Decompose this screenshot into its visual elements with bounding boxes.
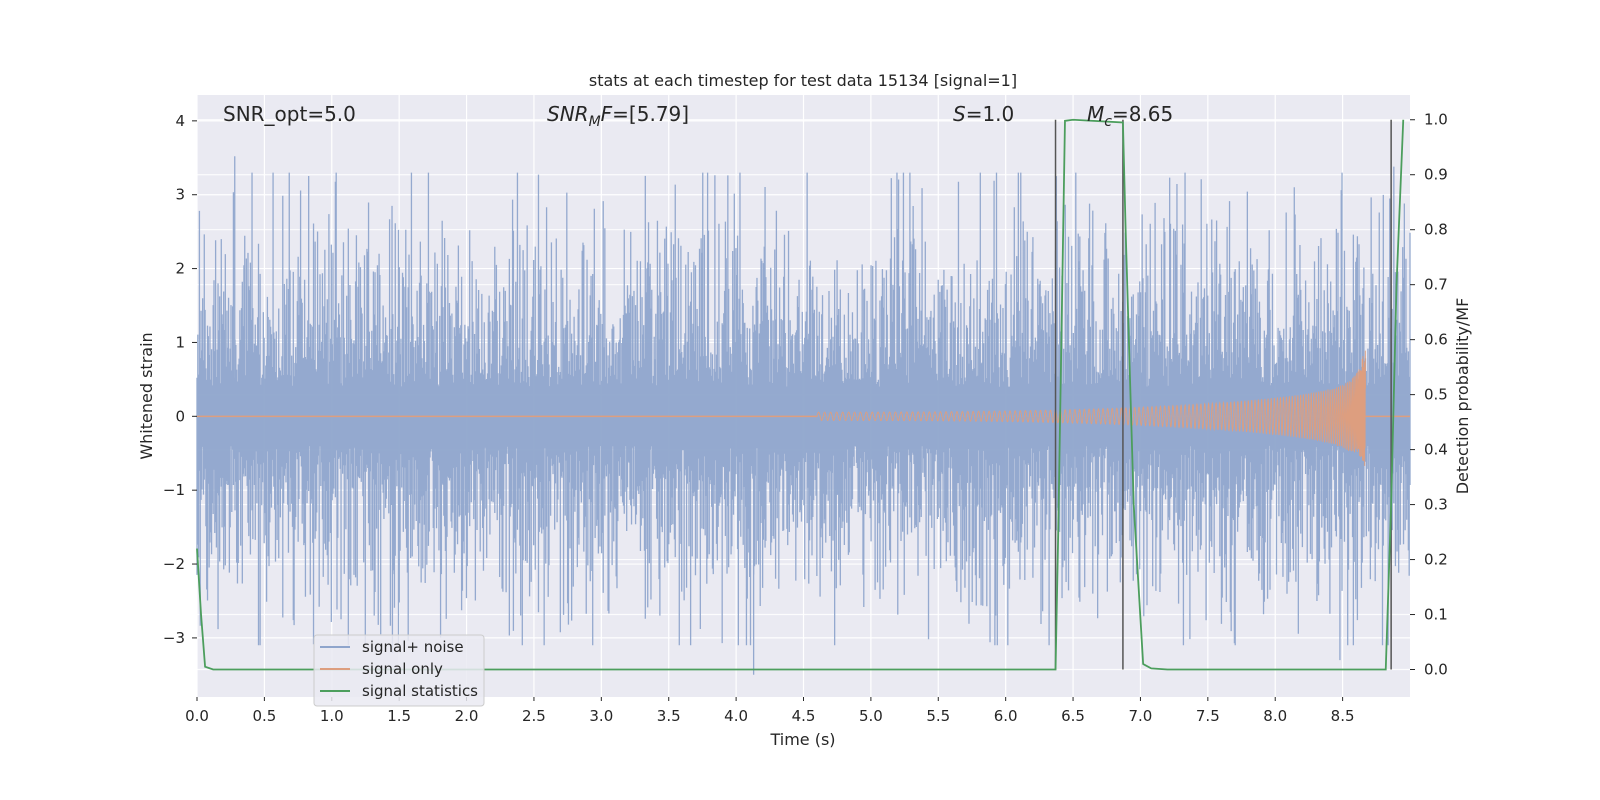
chart-title: stats at each timestep for test data 151… [589,71,1017,90]
y-axis-ticks: 4 3 2 1 0 −1 −2 −3 [163,112,197,647]
y2-tick-label: 0.1 [1424,606,1448,624]
x-tick-label: 2.0 [455,707,479,725]
x-tick-label: 5.0 [859,707,883,725]
y-tick-label: −3 [163,629,185,647]
x-tick-label: 8.5 [1331,707,1355,725]
annotation-snr-opt: SNR_opt=5.0 [223,102,356,126]
y2-tick-label: 0.5 [1424,386,1448,404]
line-signal-only [816,350,1366,466]
x-tick-label: 2.5 [522,707,546,725]
x-tick-label: 7.0 [1129,707,1153,725]
annotation-mc: Mc=8.65 [1087,102,1173,130]
y2-tick-label: 0.7 [1424,276,1448,294]
x-tick-label: 6.0 [994,707,1018,725]
series-signal-statistics [196,118,1405,671]
line-signal-statistics [196,118,1405,671]
x-tick-label: 4.5 [792,707,816,725]
y-tick-label: −2 [163,555,185,573]
series-signal-only [197,350,1410,466]
y-tick-label: 1 [175,333,185,351]
legend-label-signal-statistics: signal statistics [362,682,478,700]
y-tick-label: 0 [175,407,185,425]
x-tick-label: 6.5 [1061,707,1085,725]
x-axis-ticks: 0.0 0.5 1.0 1.5 2.0 2.5 3.0 3.5 4.0 4.5 5.0 5.5 6.0 6… [185,697,1355,725]
y2-tick-label: 0.3 [1424,496,1448,514]
y2-axis-label: Detection probability/MF [1453,298,1472,495]
x-tick-label: 3.0 [589,707,613,725]
legend-label-signal-noise: signal+ noise [362,638,464,656]
y-tick-label: 2 [175,260,185,278]
annotation-snr-mf: SNRMF=[5.79] [547,102,689,130]
x-tick-label: 3.5 [657,707,681,725]
legend: signal+ noise signal only signal statist… [313,634,485,707]
x-tick-label: 5.5 [926,707,950,725]
annotation-s: S=1.0 [953,102,1014,126]
x-axis-label: Time (s) [769,730,835,749]
x-tick-label: 0.0 [185,707,209,725]
legend-box [313,634,485,707]
y2-tick-label: 0.4 [1424,441,1448,459]
y2-tick-label: 0.8 [1424,221,1448,239]
x-tick-label: 1.0 [320,707,344,725]
y-tick-label: −1 [163,481,185,499]
y2-axis-ticks: 1.0 0.9 0.8 0.7 0.6 0.5 0.4 0.3 0.2 0.1 0.0 [1410,111,1448,679]
legend-label-signal-only: signal only [362,660,443,678]
x-tick-label: 4.0 [724,707,748,725]
y-axis-label: Whitened strain [137,332,156,459]
marker-lines [1054,119,1392,670]
y2-tick-label: 0.0 [1424,661,1448,679]
y-tick-label: 3 [175,186,185,204]
x-tick-label: 0.5 [252,707,276,725]
y2-tick-label: 0.9 [1424,166,1448,184]
y2-tick-label: 1.0 [1424,111,1448,129]
y2-tick-label: 0.6 [1424,331,1448,349]
y-tick-label: 4 [175,112,185,130]
x-tick-label: 1.5 [387,707,411,725]
x-tick-label: 7.5 [1196,707,1220,725]
x-tick-label: 8.0 [1263,707,1287,725]
y2-tick-label: 0.2 [1424,551,1448,569]
